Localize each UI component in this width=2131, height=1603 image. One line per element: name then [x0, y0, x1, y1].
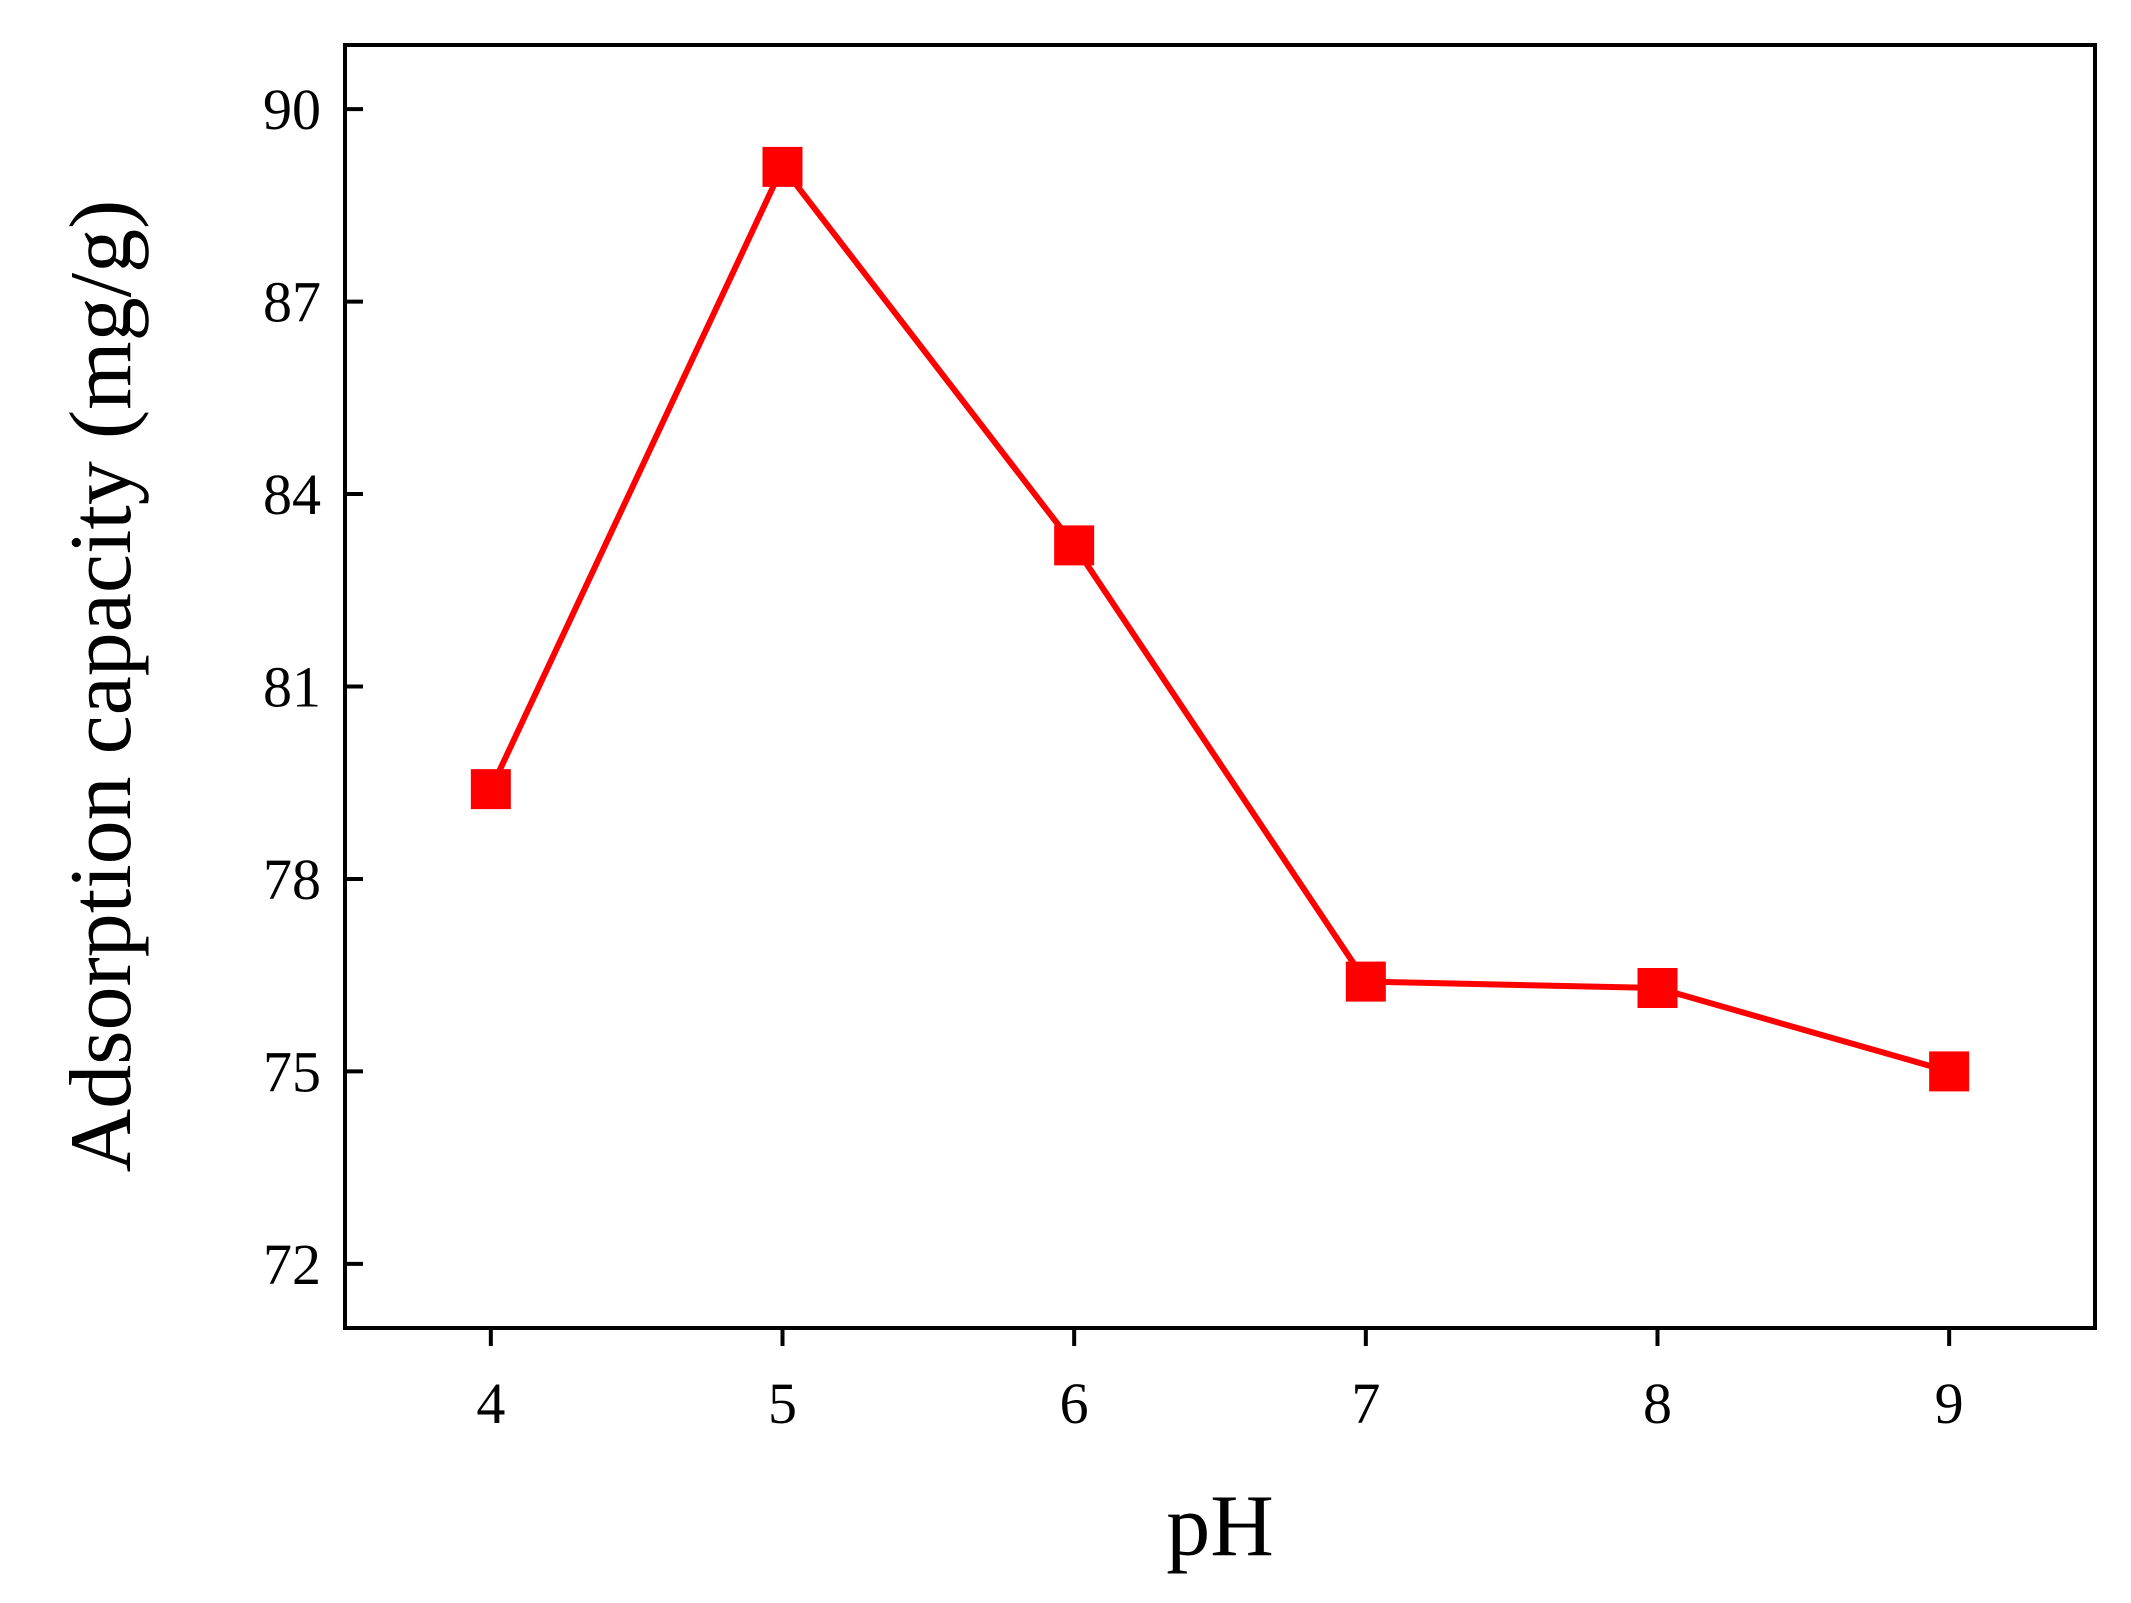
plot-frame	[343, 43, 2097, 1330]
x-tick-label: 5	[768, 1371, 797, 1436]
y-tick-label: 90	[263, 77, 321, 142]
y-tick-label: 75	[263, 1039, 321, 1104]
series-layer	[470, 146, 1970, 1092]
y-tick-label: 72	[263, 1232, 321, 1297]
x-tick-label: 4	[476, 1371, 505, 1436]
x-axis-title: pH	[1166, 1478, 1274, 1575]
x-axis-ticks: 4 5 6 7 8 9	[476, 1328, 1964, 1436]
x-tick-label: 8	[1643, 1371, 1672, 1436]
series-line	[488, 163, 1951, 1075]
y-axis-title: Adsorption capacity (mg/g)	[53, 200, 150, 1173]
data-point-marker	[1929, 1051, 1970, 1092]
y-tick-label: 78	[263, 847, 321, 912]
x-tick-label: 9	[1935, 1371, 1964, 1436]
y-tick-label: 81	[263, 655, 321, 720]
data-point-marker	[1345, 961, 1386, 1002]
x-tick-label: 6	[1060, 1371, 1089, 1436]
data-point-marker	[1054, 525, 1095, 566]
data-point-marker	[1637, 968, 1678, 1009]
y-tick-label: 87	[263, 270, 321, 335]
y-axis-ticks: 72 75 78 81 84 87 90	[263, 77, 363, 1297]
x-tick-label: 7	[1351, 1371, 1380, 1436]
y-tick-label: 84	[263, 462, 321, 527]
data-point-marker	[762, 146, 803, 187]
data-point-marker	[470, 769, 511, 810]
